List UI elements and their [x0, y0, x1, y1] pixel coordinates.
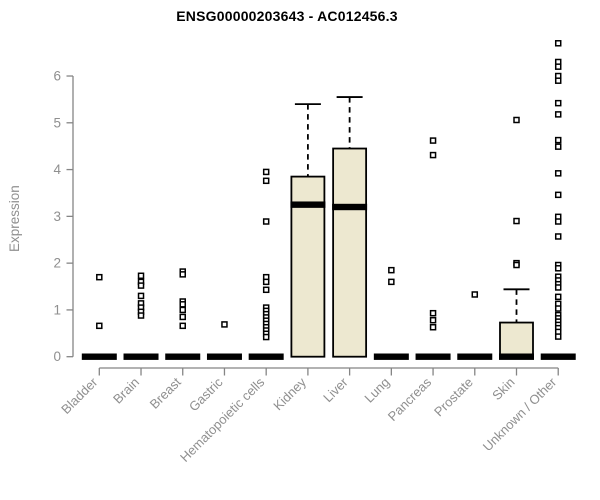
outlier-point	[262, 177, 270, 185]
median-bar	[290, 201, 326, 208]
x-tick-label: Bladder	[58, 374, 101, 417]
outlier-point	[554, 293, 562, 301]
outlier-point	[137, 312, 145, 319]
outlier-point	[513, 116, 520, 124]
median-bar	[540, 353, 576, 360]
outlier-point	[179, 322, 186, 330]
box-pancreas	[415, 137, 451, 360]
box-liver	[332, 96, 368, 358]
outlier-point	[429, 323, 437, 331]
outlier-point	[513, 261, 520, 269]
y-tick-label: 1	[53, 302, 61, 317]
y-tick-label: 2	[53, 256, 61, 271]
outlier-point	[96, 273, 103, 281]
outlier-point	[554, 265, 562, 272]
box-kidney	[290, 103, 326, 358]
outlier-point	[554, 333, 562, 340]
median-bar	[81, 353, 117, 360]
outlier-point	[179, 306, 186, 314]
x-tick-label: Kidney	[270, 374, 309, 413]
box-rect	[332, 147, 368, 358]
median-bar	[123, 353, 159, 360]
median-bar	[457, 353, 493, 360]
outlier-point	[137, 292, 145, 300]
x-tick-label: Unknown / Other	[480, 374, 560, 454]
outlier-point	[179, 271, 186, 278]
y-axis: 0 1 2 3 4 5 6	[53, 69, 74, 364]
box-gastric	[206, 321, 242, 360]
box-brain	[123, 272, 159, 360]
outlier-point	[262, 168, 270, 176]
y-tick-label: 5	[53, 115, 61, 130]
x-tick-label: Brain	[110, 375, 142, 407]
chart-title: ENSG00000203643 - AC012456.3	[176, 8, 398, 24]
median-bar	[206, 353, 242, 360]
outlier-point	[554, 40, 562, 47]
outlier-point	[388, 278, 395, 286]
outlier-point	[262, 333, 270, 341]
outlier-point	[179, 313, 186, 321]
box-skin	[499, 116, 534, 360]
x-tick-label: Pancreas	[385, 374, 435, 424]
x-tick-label: Breast	[147, 374, 184, 411]
outlier-point	[554, 136, 562, 144]
y-tick-label: 0	[53, 349, 61, 364]
x-tick-label: Skin	[489, 375, 517, 403]
box-prostate	[457, 291, 493, 360]
outlier-point	[137, 272, 145, 280]
x-tick-label: Prostate	[431, 375, 476, 420]
y-tick-label: 6	[53, 69, 61, 84]
box-hematopoietic-cells	[248, 168, 284, 360]
box-lung	[373, 266, 409, 360]
box-bladder	[81, 273, 117, 360]
outlier-point	[429, 151, 437, 159]
outlier-point	[554, 77, 562, 84]
outlier-point	[513, 217, 520, 225]
y-tick-label: 3	[53, 209, 61, 224]
outlier-point	[179, 301, 186, 308]
median-bar	[165, 353, 201, 360]
outlier-point	[429, 309, 437, 317]
median-bar	[415, 353, 451, 360]
box-rect	[499, 321, 534, 358]
outlier-point	[388, 266, 395, 274]
outlier-point	[554, 170, 562, 177]
outlier-point	[554, 191, 562, 199]
box-breast	[165, 268, 201, 360]
x-tick-label: Liver	[320, 374, 351, 405]
outlier-point	[554, 143, 562, 150]
outlier-point	[96, 322, 103, 330]
outlier-point	[554, 99, 562, 107]
median-bar	[373, 353, 409, 360]
outlier-point	[471, 291, 479, 298]
median-bar	[248, 353, 284, 360]
x-tick-label: Lung	[361, 375, 392, 406]
median-bar	[332, 203, 368, 211]
box-unknown-other	[540, 40, 576, 360]
median-bar	[499, 353, 534, 360]
outlier-point	[554, 305, 562, 312]
outlier-point	[554, 284, 562, 291]
outlier-point	[429, 137, 437, 144]
outlier-point	[429, 316, 437, 324]
outlier-point	[262, 218, 270, 225]
outlier-point	[221, 321, 228, 328]
outlier-point	[554, 218, 562, 225]
x-tick-label: Gastric	[186, 374, 226, 414]
outlier-point	[137, 282, 145, 289]
outlier-point	[554, 63, 562, 70]
outlier-point	[262, 286, 270, 294]
outlier-point	[554, 111, 562, 118]
outlier-point	[262, 278, 270, 286]
outlier-point	[554, 233, 562, 240]
y-tick-label: 4	[53, 162, 61, 177]
